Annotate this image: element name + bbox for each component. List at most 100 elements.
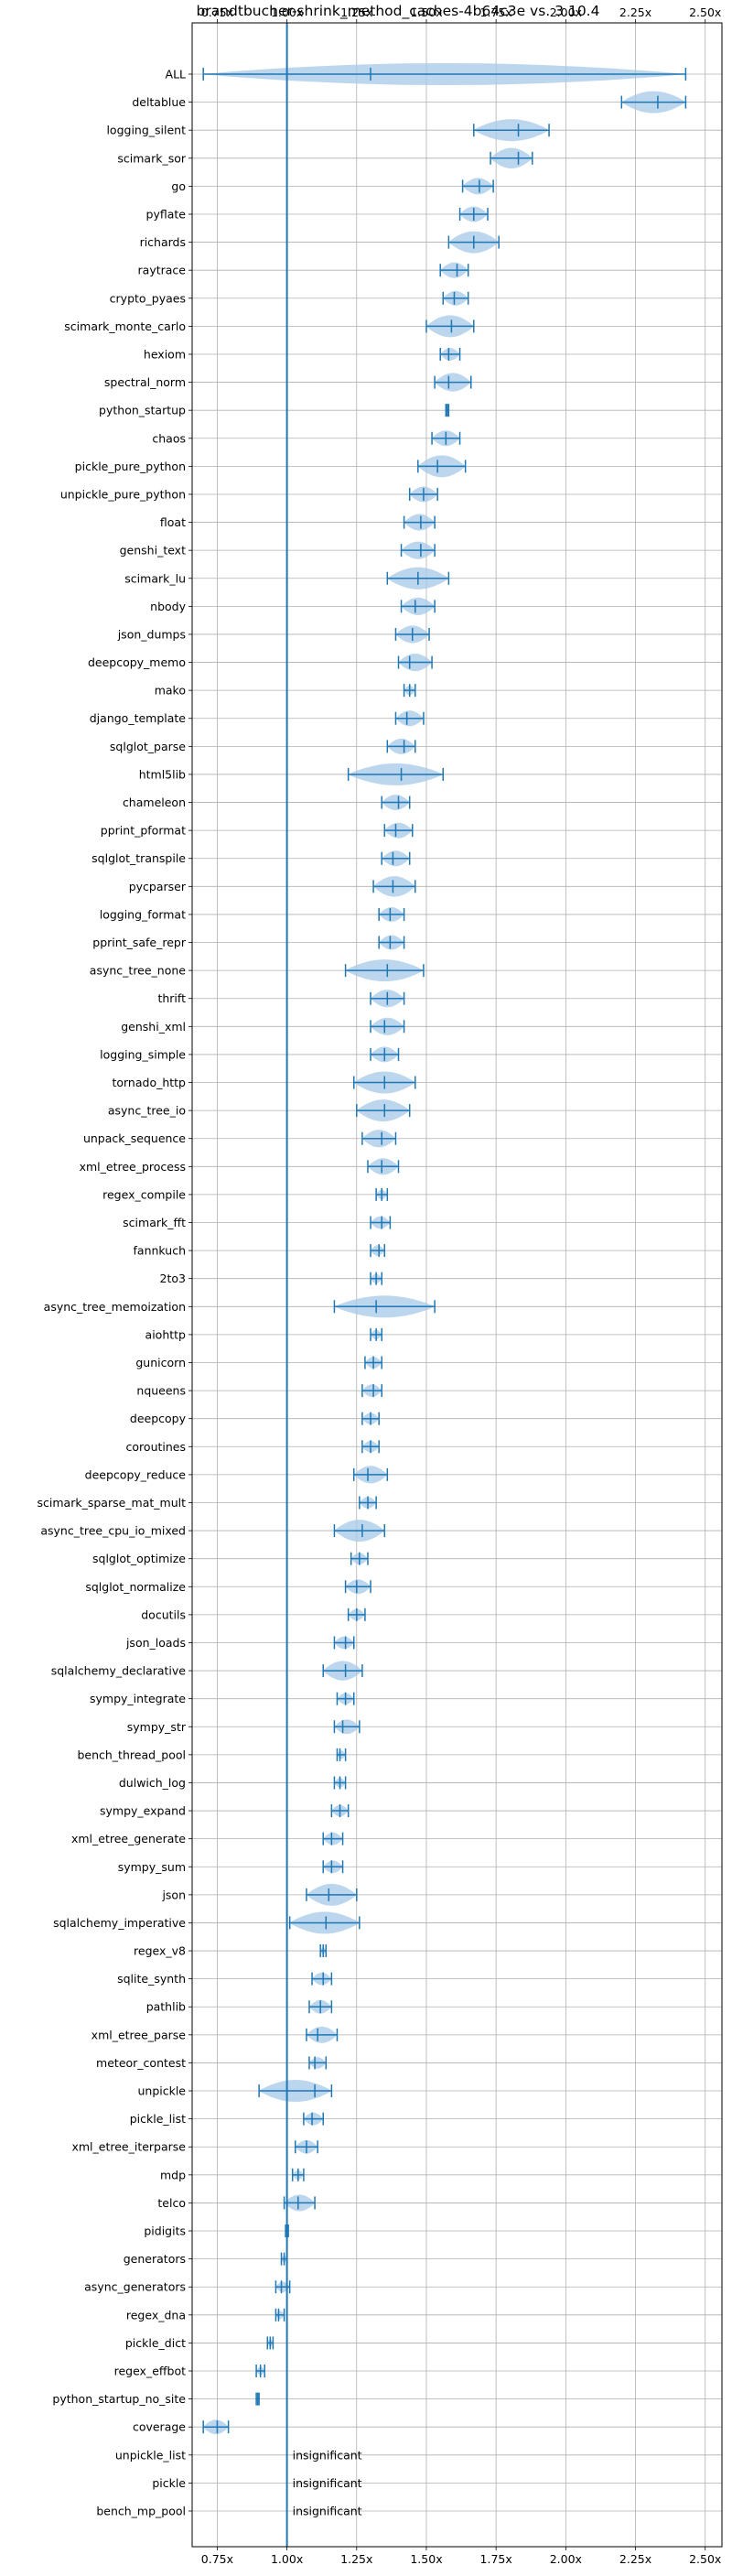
benchmark-label: deepcopy_memo (88, 655, 186, 669)
benchmark-label: scimark_fft (123, 1216, 186, 1229)
benchmark-label: django_template (90, 711, 187, 725)
benchmark-label: regex_dna (126, 2308, 186, 2322)
benchmark-label: ALL (166, 68, 187, 81)
benchmark-label: deltablue (132, 95, 186, 109)
benchmark-label: 2to3 (160, 1272, 186, 1285)
benchmark-label: dulwich_log (119, 1776, 186, 1790)
x-tick-label-top: 0.75x (201, 5, 233, 19)
benchmark-label: logging_format (100, 907, 186, 921)
benchmark-label: mako (155, 684, 186, 698)
x-tick-label-bottom: 2.25x (619, 2552, 651, 2566)
benchmark-label: fannkuch (134, 1244, 186, 1258)
benchmark-label: xml_etree_generate (71, 1832, 186, 1845)
benchmark-label: unpickle (137, 2084, 186, 2098)
benchmark-label: xml_etree_process (80, 1160, 186, 1174)
benchmark-label: aiohttp (145, 1327, 187, 1341)
benchmark-label: unpack_sequence (83, 1131, 186, 1145)
benchmark-label: regex_effbot (114, 2365, 186, 2378)
benchmark-label: async_tree_none (90, 964, 187, 978)
chart-title: brandtbucher-shrink_method_caches-4b64c3… (197, 3, 600, 20)
x-tick-label-bottom: 1.75x (480, 2552, 512, 2566)
benchmark-label: async_tree_memoization (44, 1300, 186, 1314)
benchmark-label: regex_compile (102, 1187, 186, 1201)
x-tick-label-bottom: 1.00x (271, 2552, 303, 2566)
benchmark-label: unpickle_list (115, 2448, 186, 2462)
benchmark-label: chameleon (123, 796, 186, 809)
benchmark-label: json_loads (125, 1636, 186, 1650)
benchmark-label: nbody (150, 600, 186, 613)
benchmark-label: gunicorn (135, 1356, 186, 1369)
x-tick-label-top: 1.25x (340, 5, 372, 19)
benchmark-label: pathlib (146, 2000, 186, 2014)
x-tick-label-bottom: 0.75x (201, 2552, 233, 2566)
grid-layer (192, 19, 722, 2550)
plot-frame (191, 22, 723, 2548)
benchmark-label: pickle_dict (125, 2336, 186, 2350)
benchmark-label: tornado_http (112, 1076, 186, 1089)
benchmark-label: pyflate (146, 207, 187, 221)
benchmark-label: genshi_text (120, 544, 186, 557)
benchmark-label: html5lib (139, 767, 186, 781)
benchmark-label: async_tree_io (108, 1104, 186, 1118)
x-tick-label-top: 2.00x (550, 5, 582, 19)
benchmark-label: spectral_norm (104, 375, 186, 389)
benchmark-label: sympy_sum (118, 1860, 186, 1874)
x-tick-label-top: 1.00x (271, 5, 303, 19)
benchmark-label: python_startup (99, 404, 186, 417)
violin-layer (202, 63, 687, 2435)
benchmark-label: scimark_lu (124, 571, 186, 585)
benchmark-label: pickle (152, 2476, 186, 2490)
benchmark-label: async_generators (84, 2280, 186, 2294)
x-tick-label-top: 1.75x (480, 5, 512, 19)
benchmark-label: coverage (133, 2420, 186, 2434)
benchmark-label: go (171, 179, 186, 193)
benchmark-label: mdp (160, 2168, 186, 2181)
benchmark-label: xml_etree_parse (92, 2028, 187, 2041)
benchmark-label: crypto_pyaes (110, 291, 186, 305)
x-tick-label-top: 2.50x (689, 5, 721, 19)
benchmark-label: deepcopy_reduce (85, 1467, 187, 1481)
insignificant-label: insignificant (293, 2476, 362, 2490)
benchmark-label: sqlalchemy_imperative (53, 1916, 186, 1930)
benchmark-label: sqlglot_parse (110, 740, 186, 753)
benchmark-label: pidigits (144, 2224, 186, 2238)
benchmark-label: thrift (157, 991, 186, 1005)
benchmark-label: hexiom (144, 347, 186, 361)
benchmark-label: sqlalchemy_declarative (51, 1664, 187, 1678)
benchmark-label: sympy_expand (100, 1804, 186, 1818)
benchmark-label: meteor_contest (96, 2056, 186, 2070)
benchmark-label: scimark_monte_carlo (64, 319, 186, 333)
benchmark-label: async_tree_cpu_io_mixed (40, 1524, 186, 1538)
benchmark-label: sqlglot_optimize (92, 1552, 186, 1565)
benchmark-label: pickle_list (130, 2112, 186, 2126)
benchmark-label: sympy_str (127, 1720, 187, 1734)
benchmark-label: float (160, 515, 186, 529)
benchmark-label: json (161, 1888, 186, 1901)
benchmark-label: json_dumps (117, 627, 186, 641)
benchmark-label: logging_simple (100, 1047, 186, 1061)
benchmark-label: genshi_xml (121, 1020, 186, 1034)
x-tick-label-bottom: 1.25x (340, 2552, 372, 2566)
x-tick-label-bottom: 2.00x (550, 2552, 582, 2566)
x-tick-label-bottom: 2.50x (689, 2552, 721, 2566)
benchmark-label: docutils (141, 1607, 186, 1621)
benchmark-label: bench_mp_pool (96, 2505, 186, 2518)
x-tick-label-bottom: 1.50x (410, 2552, 442, 2566)
benchmark-label: scimark_sparse_mat_mult (38, 1496, 187, 1510)
benchmark-label: pycparser (129, 880, 187, 893)
benchmark-label: unpickle_pure_python (60, 487, 186, 501)
benchmark-label: richards (140, 235, 186, 249)
benchmark-label: scimark_sor (117, 151, 186, 165)
benchmark-label: pprint_safe_repr (92, 936, 187, 949)
benchmark-label: nqueens (136, 1384, 186, 1398)
benchmark-label: bench_thread_pool (77, 1748, 186, 1761)
benchmark-label: telco (157, 2196, 186, 2210)
benchmark-label: sqlglot_normalize (85, 1580, 186, 1594)
insignificant-label: insignificant (293, 2505, 362, 2518)
benchmark-label: deepcopy (130, 1412, 187, 1425)
benchmark-label: sqlglot_transpile (92, 851, 186, 865)
benchmark-label: generators (124, 2252, 186, 2266)
x-tick-label-top: 1.50x (410, 5, 442, 19)
